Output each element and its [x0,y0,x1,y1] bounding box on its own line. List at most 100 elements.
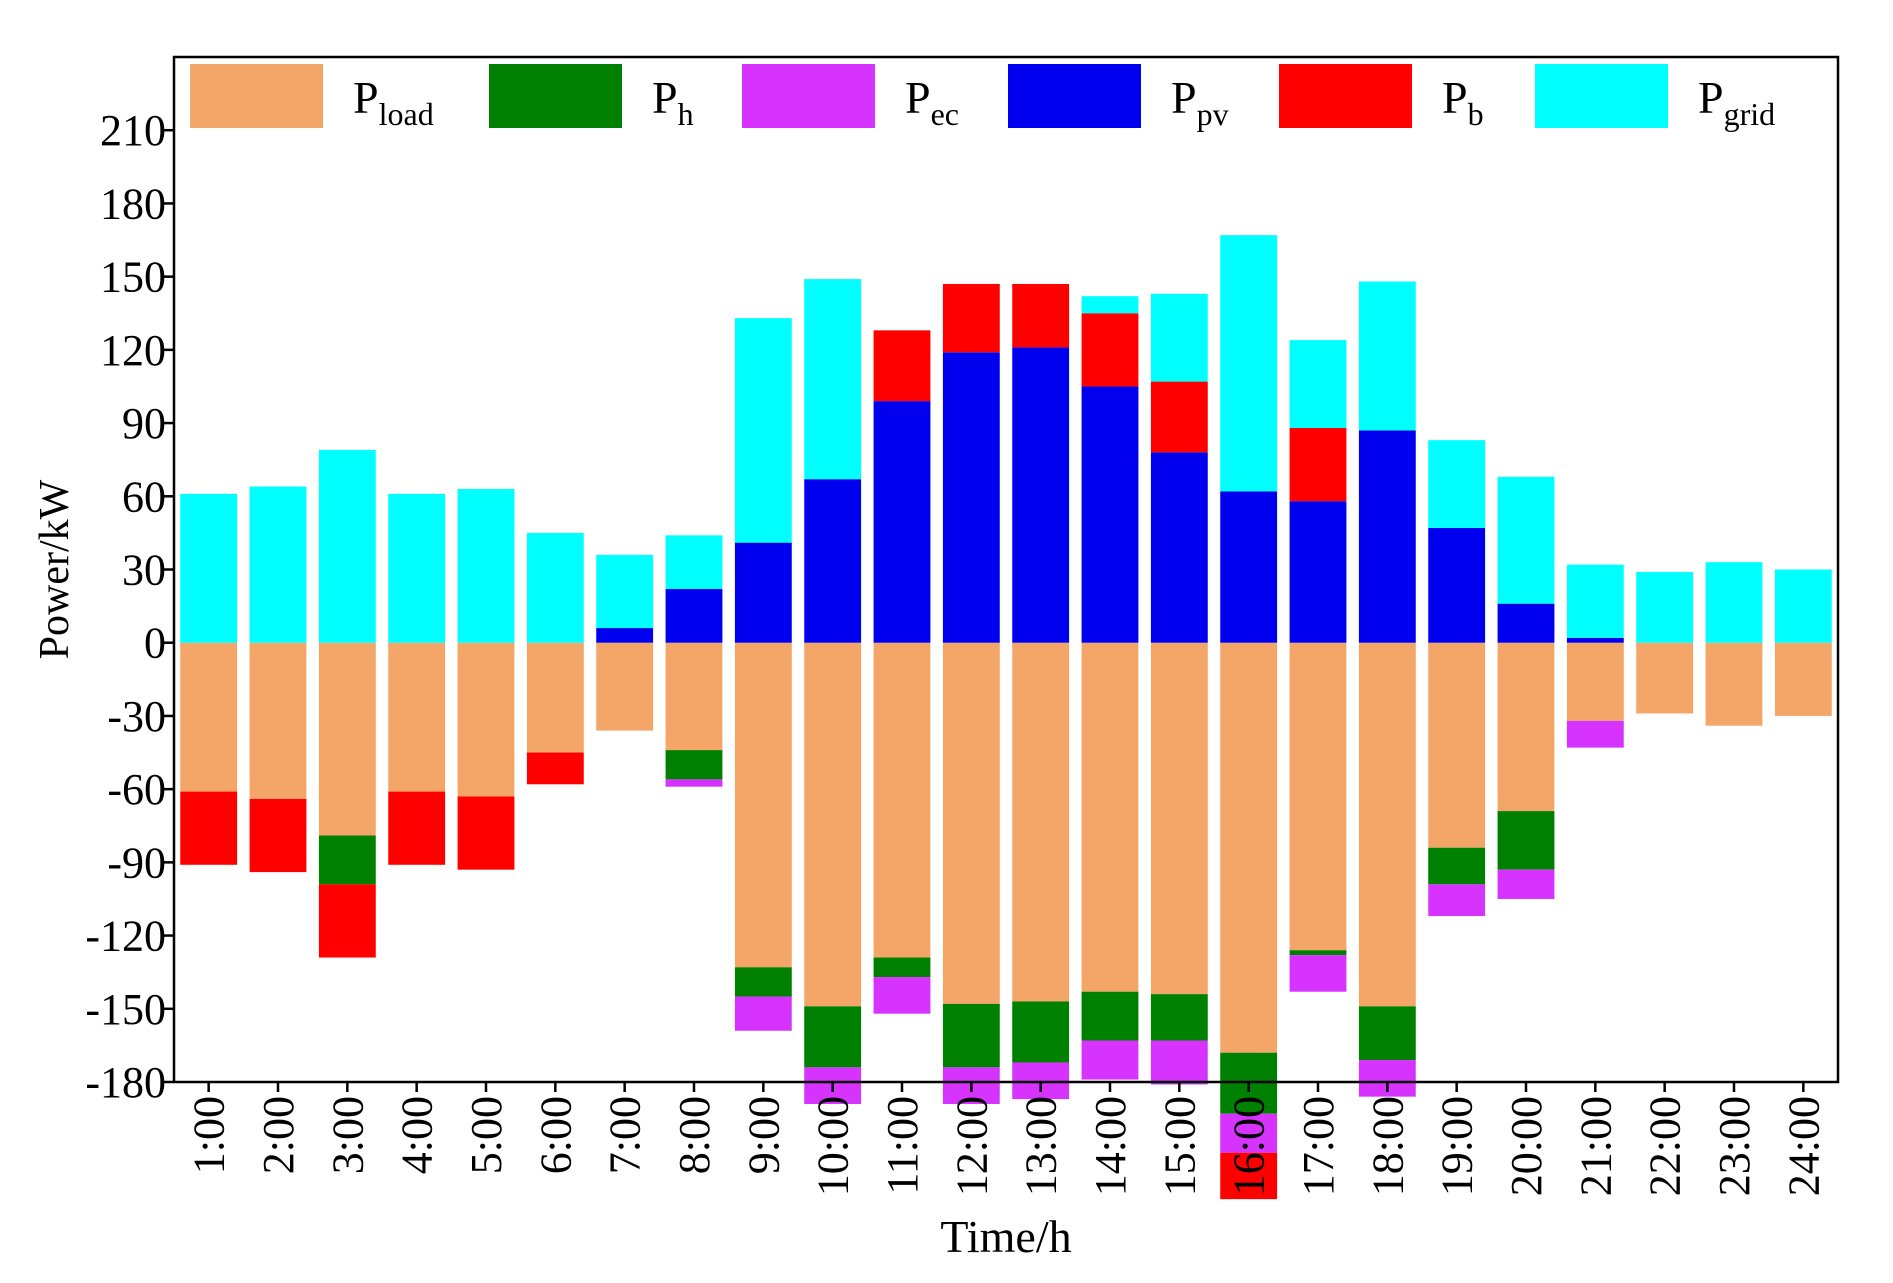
x-tick-label: 20:00 [1502,1096,1551,1196]
bar-ppv-13:00 [1012,347,1070,643]
bar-pb-17:00 [1289,427,1347,502]
y-tick-label: 60 [122,472,166,521]
bar-pgrid-14:00 [1081,296,1139,314]
x-tick-label: 5:00 [462,1096,511,1174]
bar-pgrid-23:00 [1705,562,1763,643]
bar-ppv-7:00 [596,628,654,643]
bar-pload-4:00 [388,642,446,792]
x-tick-label: 24:00 [1779,1096,1828,1196]
legend-swatch-pgrid [1535,64,1668,128]
legend-swatch-ppv [1008,64,1141,128]
legend: Pload Ph Pec Ppv Pb Pgrid [190,64,1775,132]
bar-pgrid-21:00 [1566,564,1624,638]
bar-pb-2:00 [249,798,307,873]
legend-swatch-pb [1279,64,1412,128]
bar-pgrid-9:00 [734,318,792,543]
legend-label-pec: Pec [905,72,959,132]
bar-pec-20:00 [1497,869,1555,899]
y-tick-label: 180 [100,179,166,228]
bar-pload-23:00 [1705,642,1763,726]
bar-pload-10:00 [804,642,862,1007]
y-tick-label: 0 [144,619,166,668]
bar-ph-15:00 [1150,994,1208,1041]
bar-ph-19:00 [1428,847,1486,885]
y-tick-label: -60 [107,765,166,814]
x-tick-label: 2:00 [254,1096,303,1174]
x-tick-label: 19:00 [1433,1096,1482,1196]
x-tick-label: 12:00 [947,1096,996,1196]
bar-pload-21:00 [1566,642,1624,721]
bar-ph-3:00 [318,835,376,885]
bar-pload-1:00 [180,642,238,792]
x-tick-label: 9:00 [739,1096,788,1174]
bar-ppv-10:00 [804,479,862,643]
bar-pload-16:00 [1220,642,1278,1053]
bar-pload-9:00 [734,642,792,968]
bar-ppv-9:00 [734,542,792,643]
y-axis-label: Power/kW [32,479,78,659]
x-tick-label: 4:00 [393,1096,442,1174]
bar-pload-11:00 [873,642,931,958]
legend-label-ppv: Ppv [1171,72,1229,132]
bar-pb-5:00 [457,796,515,870]
bar-pload-14:00 [1081,642,1139,992]
x-tick-label: 8:00 [670,1096,719,1174]
bar-pb-4:00 [388,791,446,865]
bar-pb-3:00 [318,884,376,958]
y-tick-label: -180 [85,1058,166,1107]
bar-pec-16:00 [1220,1113,1278,1153]
x-axis: 1:00 2:00 3:00 4:00 5:00 6:00 7:00 8:00 9:00 10:0… [185,1082,1828,1196]
x-tick-label: 3:00 [323,1096,372,1174]
y-tick-label: 150 [100,253,166,302]
bar-pec-8:00 [665,779,723,787]
y-tick-label: 120 [100,326,166,375]
bar-pec-11:00 [873,977,931,1014]
bar-pgrid-24:00 [1774,569,1832,643]
x-axis-label: Time/h [940,1211,1071,1262]
x-tick-label: 18:00 [1363,1096,1412,1196]
x-tick-label: 1:00 [185,1096,234,1174]
bar-ph-9:00 [734,967,792,997]
x-tick-label: 23:00 [1710,1096,1759,1196]
bar-ppv-18:00 [1358,430,1416,643]
bar-pgrid-20:00 [1497,476,1555,604]
x-tick-label: 16:00 [1225,1096,1274,1196]
x-tick-label: 7:00 [601,1096,650,1174]
bar-pgrid-19:00 [1428,440,1486,529]
x-tick-label: 21:00 [1571,1096,1620,1196]
bar-pec-19:00 [1428,884,1486,917]
bar-pgrid-22:00 [1636,571,1694,643]
bar-ppv-15:00 [1150,452,1208,643]
bar-pgrid-17:00 [1289,340,1347,428]
bar-pgrid-18:00 [1358,281,1416,431]
bar-pload-5:00 [457,642,515,797]
bar-pload-7:00 [596,642,654,731]
bar-ph-18:00 [1358,1006,1416,1061]
bar-ppv-19:00 [1428,528,1486,643]
y-tick-label: -150 [85,985,166,1034]
x-tick-label: 17:00 [1294,1096,1343,1196]
bar-ppv-8:00 [665,589,723,643]
bar-ppv-20:00 [1497,603,1555,643]
x-tick-label: 14:00 [1086,1096,1135,1196]
bar-pload-18:00 [1358,642,1416,1007]
bar-pgrid-10:00 [804,279,862,480]
bar-ph-10:00 [804,1006,862,1068]
bar-pb-12:00 [942,283,1000,353]
legend-swatch-pec [742,64,875,128]
bar-pgrid-5:00 [457,488,515,643]
bar-ph-13:00 [1012,1001,1070,1063]
bar-ph-14:00 [1081,991,1139,1041]
bar-pgrid-15:00 [1150,293,1208,382]
bar-pgrid-3:00 [318,449,376,643]
y-tick-label: -120 [85,912,166,961]
bar-pb-14:00 [1081,313,1139,387]
bar-pload-8:00 [665,642,723,751]
bar-pb-15:00 [1150,381,1208,453]
y-tick-label: 30 [122,546,166,595]
bar-pload-3:00 [318,642,376,836]
x-tick-label: 15:00 [1155,1096,1204,1196]
bar-ph-8:00 [665,750,723,780]
bar-ph-17:00 [1289,950,1347,956]
